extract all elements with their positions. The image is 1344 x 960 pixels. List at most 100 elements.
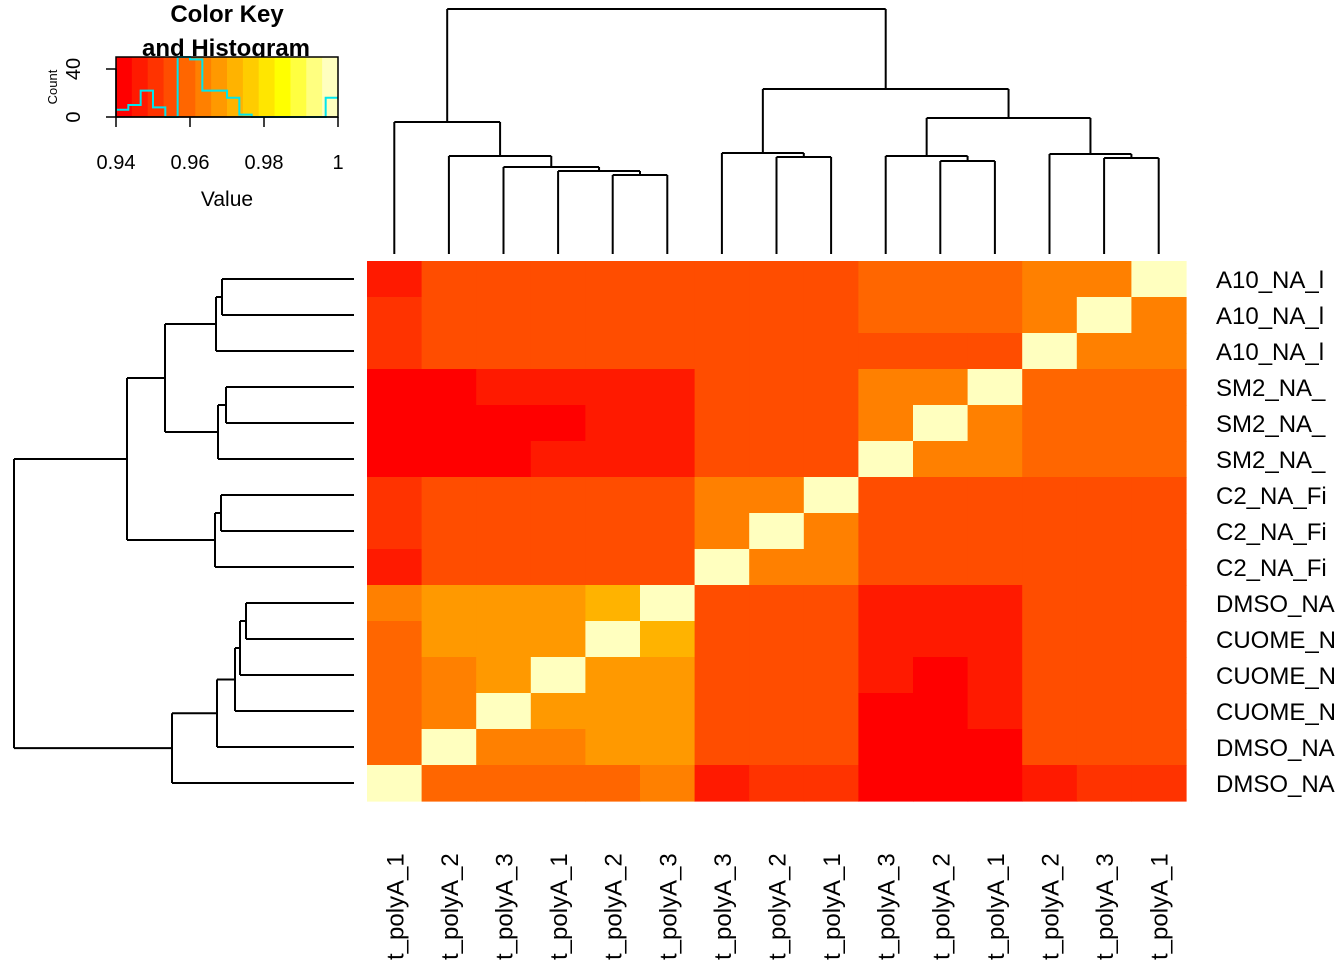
heatmap-cell [1076, 585, 1132, 622]
heatmap-cell [913, 693, 969, 730]
heatmap-cell [476, 765, 532, 802]
color-key-y-tick-label: 0 [63, 111, 85, 122]
row-label: A10_NA_l [1216, 303, 1324, 330]
heatmap-cell [967, 441, 1023, 478]
heatmap-cell [749, 297, 805, 334]
heatmap-cell [803, 513, 859, 550]
heatmap-cell [749, 369, 805, 406]
heatmap-cell [421, 549, 477, 586]
heatmap-cell [530, 405, 586, 442]
heatmap-cell [476, 369, 532, 406]
heatmap-cell [1131, 657, 1187, 694]
heatmap-cell [421, 333, 477, 370]
heatmap-cell [694, 441, 750, 478]
heatmap-cell [421, 297, 477, 334]
heatmap-cell [1022, 369, 1078, 406]
heatmap-cell [967, 585, 1023, 622]
heatmap-cell [1076, 729, 1132, 766]
heatmap-cell [585, 549, 641, 586]
heatmap-cell [694, 765, 750, 802]
heatmap-cell [530, 585, 586, 622]
heatmap-cell [640, 297, 696, 334]
heatmap-cell [749, 333, 805, 370]
heatmap-cell [858, 477, 914, 514]
heatmap-cell [421, 261, 477, 298]
heatmap-cell [476, 297, 532, 334]
heatmap-cell [803, 261, 859, 298]
heatmap-cell [640, 513, 696, 550]
heatmap-cell [367, 369, 423, 406]
color-key-x-tick-label: 0.96 [171, 152, 210, 174]
heatmap-cell [694, 333, 750, 370]
heatmap-cell [1022, 657, 1078, 694]
heatmap-cell [1076, 261, 1132, 298]
heatmap-cell [749, 477, 805, 514]
heatmap-cell [858, 621, 914, 658]
column-label: t_polyA_1 [819, 853, 846, 960]
row-label: DMSO_NA [1216, 771, 1335, 798]
heatmap-cell [1131, 477, 1187, 514]
column-label: t_polyA_2 [765, 853, 792, 960]
heatmap-cell [1022, 513, 1078, 550]
heatmap-cell [1076, 297, 1132, 334]
color-key-band [258, 57, 276, 117]
heatmap-cell [858, 657, 914, 694]
heatmap-cell [913, 549, 969, 586]
heatmap-cell [913, 513, 969, 550]
row-labels: A10_NA_l A10_NA_l A10_NA_l SM2_NA_ SM2_NA_ SM… [1216, 267, 1336, 798]
row-label: DMSO_NA [1216, 735, 1335, 762]
heatmap-cell [967, 297, 1023, 334]
color-key-ylabel: Count [45, 69, 60, 104]
heatmap-cell [530, 693, 586, 730]
heatmap-cell [367, 261, 423, 298]
heatmap-cell [585, 729, 641, 766]
heatmap-cell [1076, 621, 1132, 658]
heatmap-cell [530, 477, 586, 514]
heatmap-cell [530, 657, 586, 694]
color-key-band [227, 57, 244, 117]
heatmap-cell [1131, 297, 1187, 334]
heatmap-cell [640, 369, 696, 406]
heatmap-cell [858, 765, 914, 802]
heatmap-cell [1131, 729, 1187, 766]
column-label: t_polyA_2 [601, 853, 628, 960]
heatmap-cell [913, 765, 969, 802]
heatmap-cell [421, 657, 477, 694]
heatmap-cell [421, 369, 477, 406]
row-label: SM2_NA_ [1216, 447, 1326, 474]
heatmap-cell [913, 405, 969, 442]
heatmap-cell [694, 621, 750, 658]
heatmap-cell [585, 261, 641, 298]
heatmap-cell [367, 405, 423, 442]
heatmap-cell [640, 477, 696, 514]
heatmap-cell [530, 261, 586, 298]
color-key-band [274, 57, 291, 117]
color-key-band [163, 57, 180, 117]
row-label: CUOME_N [1216, 627, 1336, 654]
heatmap-cell [640, 621, 696, 658]
heatmap-cell [967, 405, 1023, 442]
heatmap-cell [1131, 513, 1187, 550]
heatmap-cell [1076, 477, 1132, 514]
heatmap-cell [1076, 765, 1132, 802]
heatmap-cell [858, 441, 914, 478]
heatmap-cell [530, 369, 586, 406]
heatmap-cell [1131, 549, 1187, 586]
color-key-title: Color Key [170, 1, 284, 28]
heatmap-cell [1022, 765, 1078, 802]
heatmap-cell [640, 441, 696, 478]
column-label: t_polyA_3 [1092, 853, 1119, 960]
heatmap-cell [967, 621, 1023, 658]
heatmap-cell [640, 549, 696, 586]
heatmap-cell [476, 261, 532, 298]
column-label: t_polyA_2 [928, 853, 955, 960]
heatmap-cell [1131, 441, 1187, 478]
heatmap-cell [1131, 693, 1187, 730]
heatmap-cell [749, 549, 805, 586]
heatmap-cell [749, 657, 805, 694]
color-key-band [211, 57, 228, 117]
heatmap-cell [749, 765, 805, 802]
column-label: t_polyA_1 [983, 853, 1010, 960]
heatmap-cell [1022, 585, 1078, 622]
row-label: A10_NA_l [1216, 339, 1324, 366]
